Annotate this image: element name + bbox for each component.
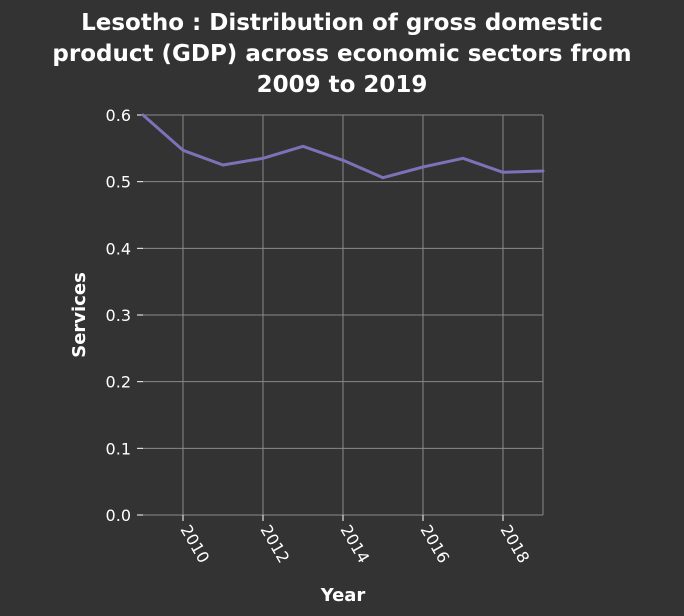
x-tick-label: 2010	[177, 522, 214, 567]
series-group	[141, 113, 545, 180]
y-tick-label: 0.1	[106, 439, 131, 458]
y-axis: 0.0 0.1 0.2 0.3 0.4 0.5 0.6	[106, 106, 143, 525]
x-axis: 2010 2012 2014 2016 2018	[177, 515, 534, 567]
y-tick-label: 0.6	[106, 106, 131, 125]
grid	[143, 114, 544, 516]
x-tick-label: 2014	[337, 522, 374, 567]
y-tick-label: 0.2	[106, 373, 131, 392]
x-axis-label: Year	[320, 585, 366, 606]
chart-title-line-3: 2009 to 2019	[257, 72, 428, 98]
series-line	[141, 113, 545, 180]
y-tick-label: 0.5	[106, 173, 131, 192]
chart-title-line-1: Lesotho : Distribution of gross domestic	[81, 10, 603, 36]
x-tick-label: 2016	[417, 522, 454, 567]
chart-title-line-2: product (GDP) across economic sectors fr…	[52, 41, 631, 67]
x-tick-label: 2018	[497, 522, 534, 567]
y-tick-label: 0.4	[106, 239, 131, 258]
y-tick-label: 0.3	[106, 306, 131, 325]
y-axis-label: Services	[69, 272, 90, 358]
y-tick-label: 0.0	[106, 506, 131, 525]
x-tick-label: 2012	[257, 522, 294, 567]
